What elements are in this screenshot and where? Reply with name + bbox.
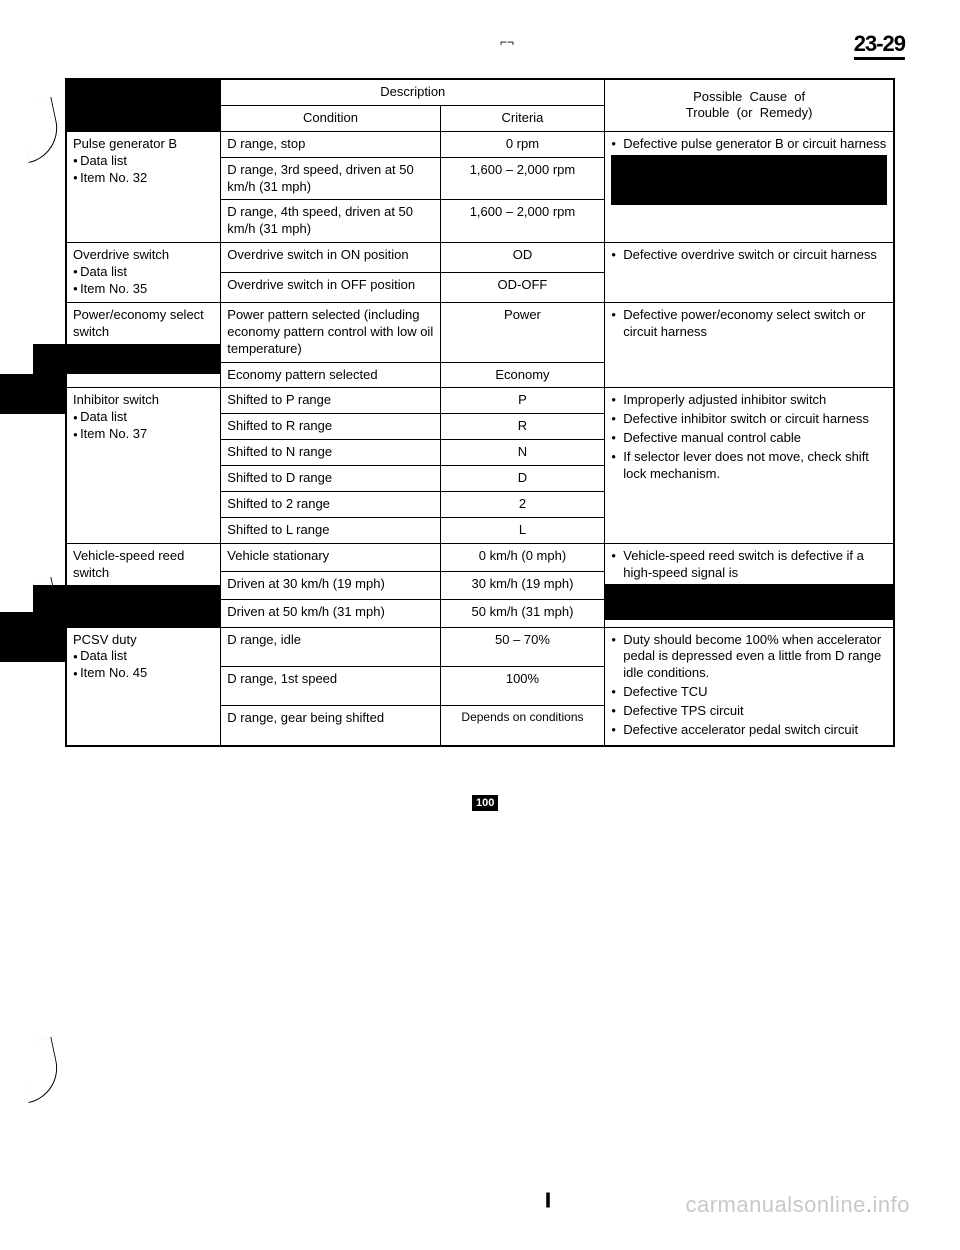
remedy-pulse-gen-b: Defective pulse generator B or circuit h… <box>605 131 894 242</box>
remedy-vehicle-speed: Vehicle-speed reed switch is defective i… <box>605 543 894 627</box>
cond-cell: Shifted to R range <box>221 414 440 440</box>
cond-cell: Economy pattern selected <box>221 362 440 388</box>
cond-cell: D range, 3rd speed, driven at 50 km/h (3… <box>221 157 440 200</box>
edge-redact-2 <box>0 612 65 662</box>
header-condition: Condition <box>221 105 440 131</box>
crit-cell: N <box>440 440 605 466</box>
crit-cell: OD-OFF <box>440 273 605 303</box>
crit-cell: 50 – 70% <box>440 627 605 666</box>
crit-cell: D <box>440 466 605 492</box>
redacted-sub <box>33 344 220 374</box>
cond-cell: D range, gear being shifted <box>221 706 440 746</box>
cond-cell: Overdrive switch in OFF position <box>221 273 440 303</box>
page-number: 23-29 <box>854 30 905 59</box>
cond-cell: Vehicle stationary <box>221 543 440 571</box>
cond-cell: Shifted to P range <box>221 388 440 414</box>
cond-cell: Shifted to 2 range <box>221 492 440 518</box>
cond-cell: Overdrive switch in ON position <box>221 243 440 273</box>
cond-cell: Shifted to N range <box>221 440 440 466</box>
crit-cell: Depends on conditions <box>440 706 605 746</box>
crit-cell: 30 km/h (19 mph) <box>440 571 605 599</box>
remedy-overdrive: Defective overdrive switch or circuit ha… <box>605 243 894 303</box>
crit-cell: L <box>440 517 605 543</box>
check-inhibitor: Inhibitor switch Data list Item No. 37 <box>66 388 221 543</box>
crit-cell: OD <box>440 243 605 273</box>
edge-redact-1 <box>0 374 65 414</box>
binder-curve-top <box>16 97 64 163</box>
redacted-block <box>605 584 893 620</box>
check-pcsv: PCSV duty Data list Item No. 45 <box>66 627 221 746</box>
crit-cell: 0 km/h (0 mph) <box>440 543 605 571</box>
cond-cell: D range, 4th speed, driven at 50 km/h (3… <box>221 200 440 243</box>
remedy-inhibitor: Improperly adjusted inhibitor switch Def… <box>605 388 894 543</box>
cond-cell: D range, 1st speed <box>221 666 440 705</box>
cond-cell: Shifted to L range <box>221 517 440 543</box>
bar-marks: || <box>545 1190 548 1211</box>
check-power-econ: Power/economy select switch <box>66 302 221 388</box>
cond-cell: Driven at 30 km/h (19 mph) <box>221 571 440 599</box>
crit-cell: 0 rpm <box>440 131 605 157</box>
crit-cell: 2 <box>440 492 605 518</box>
check-vehicle-speed: Vehicle-speed reed switch <box>66 543 221 627</box>
redacted-block <box>611 155 887 205</box>
remedy-power-econ: Defective power/economy select switch or… <box>605 302 894 388</box>
page-marker: 100 <box>472 795 498 811</box>
header-remedy: Possible Cause ofTrouble (or Remedy) <box>605 79 894 131</box>
crit-cell: 50 km/h (31 mph) <box>440 599 605 627</box>
remedy-pcsv: Duty should become 100% when accelerator… <box>605 627 894 746</box>
crit-cell: Economy <box>440 362 605 388</box>
check-pulse-gen-b: Pulse generator B Data list Item No. 32 <box>66 131 221 242</box>
crit-cell: 100% <box>440 666 605 705</box>
header-description: Description <box>221 79 605 105</box>
header-criteria: Criteria <box>440 105 605 131</box>
check-overdrive: Overdrive switch Data list Item No. 35 <box>66 243 221 303</box>
diagnostic-table: Check item Description Possible Cause of… <box>65 78 895 747</box>
cond-cell: Shifted to D range <box>221 466 440 492</box>
crit-cell: 1,600 – 2,000 rpm <box>440 200 605 243</box>
cond-cell: D range, idle <box>221 627 440 666</box>
cond-cell: Power pattern selected (including econom… <box>221 302 440 362</box>
binder-curve-bottom <box>16 1037 64 1103</box>
crit-cell: 1,600 – 2,000 rpm <box>440 157 605 200</box>
cond-cell: Driven at 50 km/h (31 mph) <box>221 599 440 627</box>
cond-cell: D range, stop <box>221 131 440 157</box>
header-mark: ⌐¬ <box>500 35 514 51</box>
crit-cell: Power <box>440 302 605 362</box>
crit-cell: R <box>440 414 605 440</box>
watermark: carmanualsonline.info <box>685 1191 910 1220</box>
crit-cell: P <box>440 388 605 414</box>
header-check-redacted: Check item <box>66 79 221 131</box>
